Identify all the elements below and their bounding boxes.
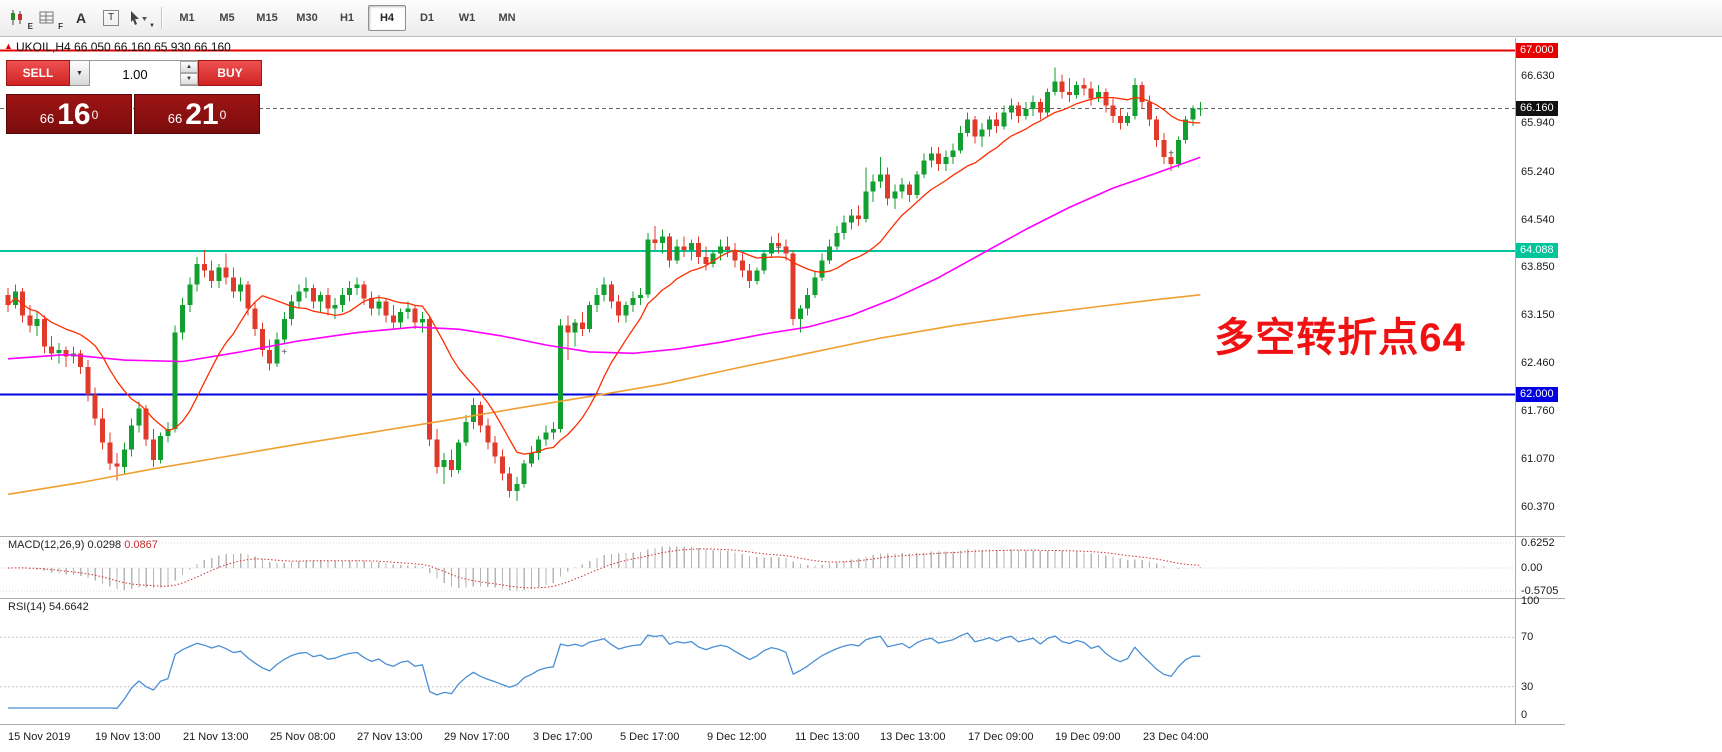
timeframe-mn[interactable]: MN [498,12,516,24]
svg-text:+: + [1168,149,1174,160]
chart-ohlc-header: UKOIL,H4 66.050 66.160 65.930 66.160 [16,40,231,54]
sell-price-panel[interactable]: 66 16 0 [6,94,132,134]
order-type-dropdown[interactable]: ▼ [70,60,90,86]
time-axis-label: 11 Dec 13:00 [795,731,860,743]
macd-axis-label: 0.6252 [1521,537,1555,549]
price-axis-label: 63.850 [1521,261,1555,274]
rsi-axis-label: 70 [1521,631,1534,643]
buy-price-pips: 21 [185,98,219,131]
svg-text:+: + [776,244,782,255]
time-axis-label: 27 Nov 13:00 [357,731,423,743]
sell-price-whole: 66 [39,111,55,126]
time-axis-label: 17 Dec 09:00 [968,731,1034,743]
svg-text:+: + [281,347,287,358]
macd-value-main: 0.0298 [87,539,122,551]
text-annotation-icon[interactable]: A [75,10,87,26]
macd-axis-label: 0.00 [1521,562,1543,574]
buy-button[interactable]: BUY [198,60,262,86]
time-axis-label: 19 Nov 13:00 [95,731,161,743]
volume-increase-button[interactable]: ▲ [180,61,198,73]
timeframe-w1[interactable]: W1 [458,12,476,24]
sell-button[interactable]: SELL [6,60,70,86]
indicator-grid-icon[interactable]: F [37,4,65,32]
toolbar: E F A T ▼ M1 M5 M15 M30 H1 H4 D1 W1 MN [0,0,1722,37]
time-axis-label: 3 Dec 17:00 [533,731,593,743]
cursor-tool-icon[interactable]: ▼ [127,4,155,32]
timeframe-d1[interactable]: D1 [419,12,435,24]
price-badge: 64.088 [1516,243,1558,259]
time-axis-label: 19 Dec 09:00 [1055,731,1121,743]
time-axis-label: 25 Nov 08:00 [270,731,336,743]
timeframe-m30[interactable]: M30 [296,12,318,24]
time-axis-label: 5 Dec 17:00 [620,731,680,743]
timeframe-group: M1 M5 M15 M30 H1 H4 D1 W1 MN [167,5,527,31]
time-axis-label: 29 Nov 17:00 [444,731,510,743]
rsi-axis-label: 100 [1521,595,1540,607]
one-click-trading-widget: SELL ▼ ▲ ▼ BUY 66 16 0 66 21 0 [6,60,262,134]
rsi-header: RSI(14) 54.6642 [8,601,89,613]
rsi-value: 54.6642 [48,601,89,613]
price-badge: 66.160 [1516,100,1558,116]
time-axis-label: 23 Dec 04:00 [1143,731,1209,743]
toolbar-separator [161,7,162,29]
timeframe-h4[interactable]: H4 [368,5,406,31]
buy-price-panel[interactable]: 66 21 0 [134,94,260,134]
svg-text:T: T [572,323,578,334]
candlestick-chart-icon[interactable]: E [7,4,35,32]
macd-chart-canvas[interactable] [0,537,1515,598]
price-axis-label: 63.150 [1521,309,1555,322]
price-badge: 67.000 [1516,43,1558,59]
price-axis-label: 65.940 [1521,117,1555,130]
sell-price-pipette: 0 [91,108,99,122]
chart-macd-divider[interactable] [0,536,1565,537]
macd-header: MACD(12,26,9) 0.0298 0.0867 [8,539,158,551]
chevron-down-icon: ▼ [76,69,83,77]
rsi-axis-label: 0 [1521,709,1528,721]
macd-axis-label: -0.5705 [1521,585,1559,597]
price-axis-label: 61.760 [1521,405,1555,418]
rsi-chart-canvas[interactable] [0,599,1515,724]
macd-value-signal: 0.0867 [124,539,158,551]
chart-tools-group: E F A T ▼ [6,4,156,32]
price-axis-label: 64.540 [1521,213,1555,226]
timeframe-m5[interactable]: M5 [219,12,235,24]
volume-box: ▲ ▼ [90,60,198,87]
price-axis-label: 60.370 [1521,500,1555,513]
volume-input[interactable] [90,61,180,87]
timeframe-m1[interactable]: M1 [179,12,195,24]
price-axis-border [1515,38,1516,724]
macd-title: MACD(12,26,9) [8,539,85,551]
timeframe-h1[interactable]: H1 [339,12,355,24]
alert-marker-icon: ▲ [4,41,13,51]
buy-price-whole: 66 [167,111,183,126]
price-axis-label: 61.070 [1521,452,1555,465]
price-axis-label: 66.630 [1521,70,1555,82]
time-axis-label: 21 Nov 13:00 [183,731,249,743]
price-axis-label: 62.460 [1521,356,1555,369]
rsi-timeaxis-divider [0,724,1565,725]
time-axis-label: 13 Dec 13:00 [880,731,946,743]
price-badge: 62.000 [1516,387,1558,403]
macd-rsi-divider[interactable] [0,598,1565,599]
buy-price-pipette: 0 [219,108,227,122]
price-axis-label: 65.240 [1521,165,1555,178]
time-axis-label: 15 Nov 2019 [8,731,71,743]
timeframe-m15[interactable]: M15 [256,12,278,24]
sell-price-pips: 16 [57,98,91,131]
price-chart-canvas[interactable]: + T + + [0,38,1515,536]
volume-decrease-button[interactable]: ▼ [180,73,198,85]
rsi-axis-label: 30 [1521,681,1534,693]
time-axis-label: 9 Dec 12:00 [707,731,767,743]
chart-text-annotation: 多空转折点64 [1214,316,1466,360]
rsi-title: RSI(14) [8,601,46,613]
text-label-icon[interactable]: T [97,4,125,32]
